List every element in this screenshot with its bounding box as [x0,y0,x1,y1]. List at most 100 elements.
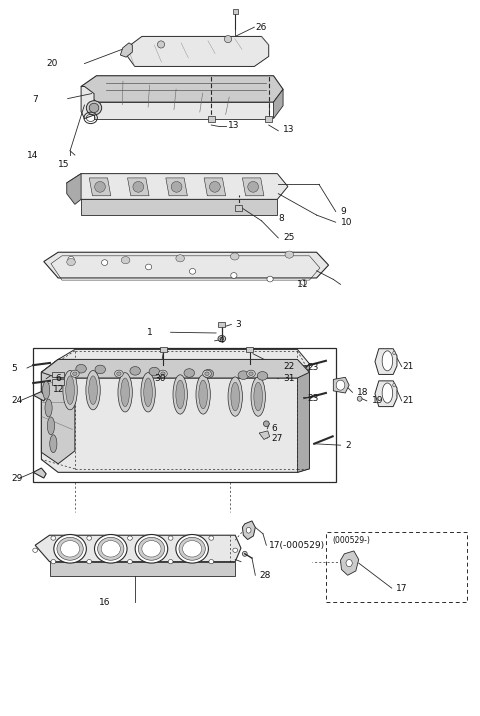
Polygon shape [274,90,283,119]
Ellipse shape [102,260,108,266]
Ellipse shape [158,370,167,377]
Ellipse shape [246,528,251,533]
Text: 18: 18 [357,388,369,397]
Ellipse shape [141,372,156,412]
Ellipse shape [138,538,165,560]
Ellipse shape [196,374,210,414]
Text: 27: 27 [271,433,283,442]
Ellipse shape [33,548,37,552]
Ellipse shape [209,536,214,541]
Polygon shape [81,87,94,119]
Polygon shape [298,364,310,473]
Ellipse shape [117,372,121,375]
Polygon shape [242,178,264,195]
Ellipse shape [145,264,152,270]
Ellipse shape [149,367,159,376]
Ellipse shape [60,541,80,557]
Ellipse shape [43,381,50,399]
Ellipse shape [182,541,202,557]
Polygon shape [81,199,277,215]
Ellipse shape [205,372,209,375]
Polygon shape [94,102,269,119]
Polygon shape [35,536,241,561]
Polygon shape [33,392,46,401]
Text: 19: 19 [372,397,383,405]
Polygon shape [375,381,397,407]
Ellipse shape [157,41,165,48]
Ellipse shape [228,377,242,416]
Ellipse shape [101,541,120,557]
Bar [52,372,64,377]
Ellipse shape [209,181,220,192]
Ellipse shape [242,551,247,556]
Ellipse shape [73,372,77,375]
Text: 20: 20 [46,59,58,68]
Text: 16: 16 [99,598,110,607]
Ellipse shape [68,256,74,262]
Ellipse shape [135,535,168,563]
Ellipse shape [144,378,153,407]
Ellipse shape [66,376,74,405]
Ellipse shape [89,376,97,405]
Ellipse shape [121,256,130,263]
Ellipse shape [231,382,240,411]
Polygon shape [333,377,349,393]
Text: 31: 31 [283,374,295,383]
Ellipse shape [209,559,214,563]
Ellipse shape [393,352,396,355]
Ellipse shape [86,101,102,115]
Ellipse shape [218,336,226,342]
Polygon shape [204,178,226,195]
Polygon shape [128,178,149,195]
Polygon shape [41,359,310,378]
Ellipse shape [95,535,127,563]
Ellipse shape [264,421,269,427]
Ellipse shape [346,559,352,566]
Text: 3: 3 [235,320,241,329]
Text: 30: 30 [154,374,165,382]
Text: 23: 23 [307,395,318,403]
Text: 28: 28 [259,571,271,580]
FancyBboxPatch shape [326,533,468,602]
Text: 2: 2 [345,440,351,450]
Ellipse shape [118,372,132,412]
Text: 13: 13 [228,121,240,130]
Polygon shape [259,431,270,440]
Ellipse shape [67,258,75,266]
Ellipse shape [190,268,196,274]
Ellipse shape [199,380,207,409]
Text: 22: 22 [283,362,294,371]
Text: 13: 13 [283,125,295,134]
Text: 6: 6 [56,374,61,383]
Ellipse shape [45,399,52,417]
Ellipse shape [300,279,307,285]
Text: 26: 26 [256,23,267,32]
Polygon shape [49,561,235,576]
Ellipse shape [76,364,86,373]
Ellipse shape [225,36,232,43]
Bar [208,117,215,122]
Text: 29: 29 [11,473,23,483]
Polygon shape [33,468,46,478]
Bar [233,9,238,14]
Bar [52,379,64,385]
Ellipse shape [248,181,259,192]
Ellipse shape [285,251,294,258]
Ellipse shape [168,536,173,541]
Ellipse shape [176,255,184,262]
Polygon shape [58,349,310,378]
Text: 17(-000529): 17(-000529) [269,541,325,550]
Ellipse shape [238,371,249,379]
Ellipse shape [51,536,56,541]
Ellipse shape [48,417,55,435]
Polygon shape [340,551,359,575]
Ellipse shape [57,538,83,560]
Ellipse shape [249,372,253,375]
Text: 6: 6 [271,425,277,433]
Bar [218,321,225,327]
Ellipse shape [220,337,224,340]
Polygon shape [375,349,397,374]
Ellipse shape [54,535,86,563]
Polygon shape [41,359,75,464]
Ellipse shape [257,372,268,380]
